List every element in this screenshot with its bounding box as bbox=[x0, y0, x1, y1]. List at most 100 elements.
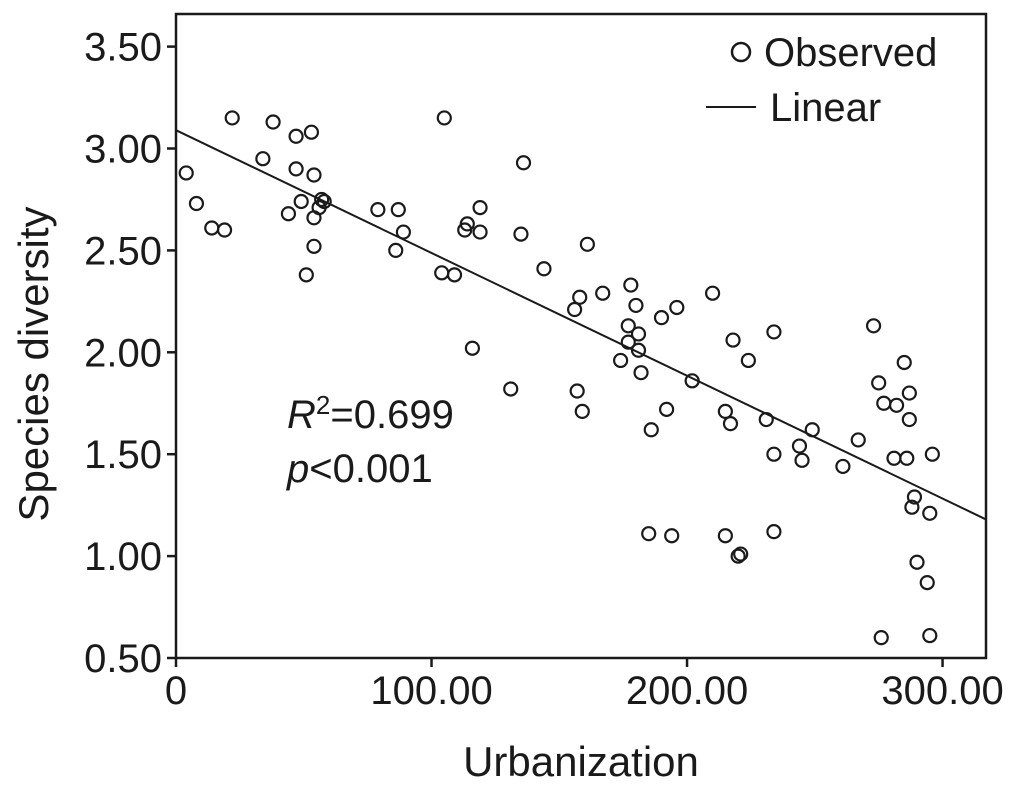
y-tick-label: 3.50 bbox=[84, 26, 162, 70]
data-point bbox=[873, 630, 889, 646]
data-point bbox=[579, 236, 595, 252]
y-tick-label: 0.50 bbox=[84, 637, 162, 681]
y-axis-label: Species diversity bbox=[10, 206, 57, 521]
data-point bbox=[515, 155, 532, 171]
y-tick-label: 2.00 bbox=[84, 331, 162, 375]
data-point bbox=[725, 332, 741, 348]
p-value-text: p<0.001 bbox=[286, 447, 433, 491]
r-squared-text: R2=0.699 bbox=[287, 390, 454, 437]
data-point bbox=[574, 403, 590, 420]
data-point bbox=[265, 114, 281, 130]
legend: Observed Linear bbox=[706, 31, 937, 130]
data-point bbox=[595, 285, 611, 301]
data-point bbox=[472, 200, 488, 216]
data-point bbox=[730, 548, 746, 564]
data-point bbox=[664, 528, 680, 544]
data-point bbox=[740, 352, 756, 369]
data-point bbox=[643, 422, 659, 438]
data-point bbox=[871, 375, 887, 391]
x-tick-label: 0 bbox=[165, 669, 187, 713]
data-point bbox=[513, 226, 529, 242]
data-point bbox=[791, 438, 808, 454]
data-point bbox=[717, 403, 733, 420]
data-point bbox=[922, 627, 938, 644]
data-point bbox=[370, 202, 386, 218]
legend-observed-marker bbox=[730, 41, 752, 63]
data-point bbox=[298, 267, 314, 283]
data-point bbox=[794, 452, 810, 468]
data-point bbox=[888, 397, 905, 413]
data-point bbox=[896, 354, 912, 371]
x-tick-label: 200.00 bbox=[626, 669, 748, 713]
y-tick-label: 3.00 bbox=[84, 128, 162, 172]
data-point bbox=[630, 342, 647, 358]
data-point bbox=[459, 216, 475, 232]
data-point bbox=[204, 220, 220, 236]
data-point bbox=[901, 411, 917, 428]
data-point bbox=[388, 242, 404, 259]
data-point bbox=[658, 401, 675, 417]
data-point bbox=[224, 110, 240, 126]
data-point bbox=[630, 326, 647, 342]
data-point bbox=[288, 128, 304, 144]
data-point bbox=[216, 222, 233, 238]
data-point bbox=[704, 285, 721, 301]
data-point bbox=[717, 528, 733, 544]
r-superscript: 2 bbox=[316, 390, 330, 420]
legend-linear-label: Linear bbox=[770, 86, 881, 130]
data-point bbox=[569, 383, 585, 399]
p-value: <0.001 bbox=[309, 447, 432, 491]
data-point bbox=[434, 265, 450, 281]
data-point bbox=[922, 505, 938, 521]
data-point bbox=[641, 526, 657, 542]
data-point bbox=[684, 373, 700, 389]
data-point bbox=[850, 432, 866, 448]
x-axis-label: Urbanization bbox=[463, 738, 699, 785]
data-point bbox=[255, 151, 271, 167]
x-tick-label: 100.00 bbox=[370, 669, 492, 713]
stats-annotation: R2=0.699 p<0.001 bbox=[286, 390, 454, 491]
data-point bbox=[623, 277, 639, 293]
data-point bbox=[446, 267, 463, 283]
data-point bbox=[288, 161, 304, 177]
plot-frame bbox=[174, 12, 988, 660]
data-point bbox=[669, 299, 685, 316]
data-point bbox=[306, 238, 322, 254]
data-point bbox=[178, 165, 194, 181]
axis-ticks bbox=[167, 45, 944, 667]
data-point bbox=[766, 324, 782, 340]
data-point bbox=[722, 416, 739, 432]
data-point bbox=[904, 499, 920, 515]
data-point bbox=[919, 574, 935, 591]
data-point bbox=[865, 318, 882, 334]
data-point bbox=[628, 297, 644, 314]
data-point bbox=[886, 450, 902, 466]
data-point bbox=[395, 224, 412, 240]
data-point bbox=[390, 202, 406, 218]
r-value: =0.699 bbox=[330, 393, 453, 437]
data-point bbox=[758, 411, 774, 428]
data-point bbox=[188, 195, 205, 212]
data-point bbox=[436, 110, 452, 126]
data-point bbox=[835, 458, 851, 475]
data-point bbox=[653, 310, 670, 326]
y-tick-label: 1.50 bbox=[84, 433, 162, 477]
data-point bbox=[876, 395, 892, 411]
data-point bbox=[766, 446, 782, 462]
y-tick-label: 1.00 bbox=[84, 535, 162, 579]
data-point bbox=[316, 193, 332, 210]
tick-labels: 0.50 1.00 1.50 2.00 2.50 3.00 3.50 0 100.00 200.0… bbox=[84, 26, 1004, 713]
p-symbol: p bbox=[286, 447, 309, 491]
data-point bbox=[804, 422, 820, 438]
data-point bbox=[909, 554, 925, 570]
data-point bbox=[314, 191, 330, 208]
data-point bbox=[906, 489, 923, 505]
data-point bbox=[733, 546, 749, 562]
data-point bbox=[536, 261, 552, 277]
data-point bbox=[924, 446, 940, 462]
data-point bbox=[613, 352, 629, 369]
y-tick-label: 2.50 bbox=[84, 229, 162, 273]
data-point bbox=[620, 318, 636, 334]
observed-points bbox=[178, 110, 940, 646]
